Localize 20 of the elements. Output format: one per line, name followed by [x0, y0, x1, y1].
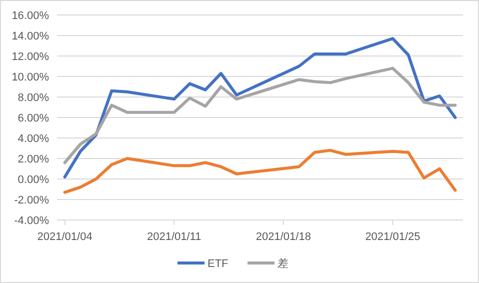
y-tick-label: -2.00% [14, 194, 50, 206]
x-tick-label: 2021/01/11 [146, 231, 202, 243]
legend-label: 差 [278, 258, 288, 270]
y-tick-label: 6.00% [18, 112, 50, 124]
y-tick-label: 10.00% [12, 72, 50, 84]
y-tick-label: 14.00% [12, 30, 50, 42]
line-series [63, 148, 457, 194]
x-tick-label: 2021/01/18 [256, 231, 311, 243]
line-series [63, 37, 457, 178]
y-tick-label: 16.00% [12, 10, 50, 22]
y-tick-label: 2.00% [18, 154, 50, 166]
y-tick-label: 12.00% [12, 51, 50, 63]
line-series [63, 66, 457, 164]
y-tick-label: 0.00% [18, 174, 50, 186]
legend-label: ETF [208, 258, 229, 270]
x-tick-label: 2021/01/25 [365, 231, 420, 243]
x-tick-label: 2021/01/04 [37, 231, 92, 243]
y-tick-label: 8.00% [18, 92, 50, 104]
y-tick-label: 4.00% [18, 133, 50, 145]
y-tick-label: -4.00% [14, 215, 50, 227]
